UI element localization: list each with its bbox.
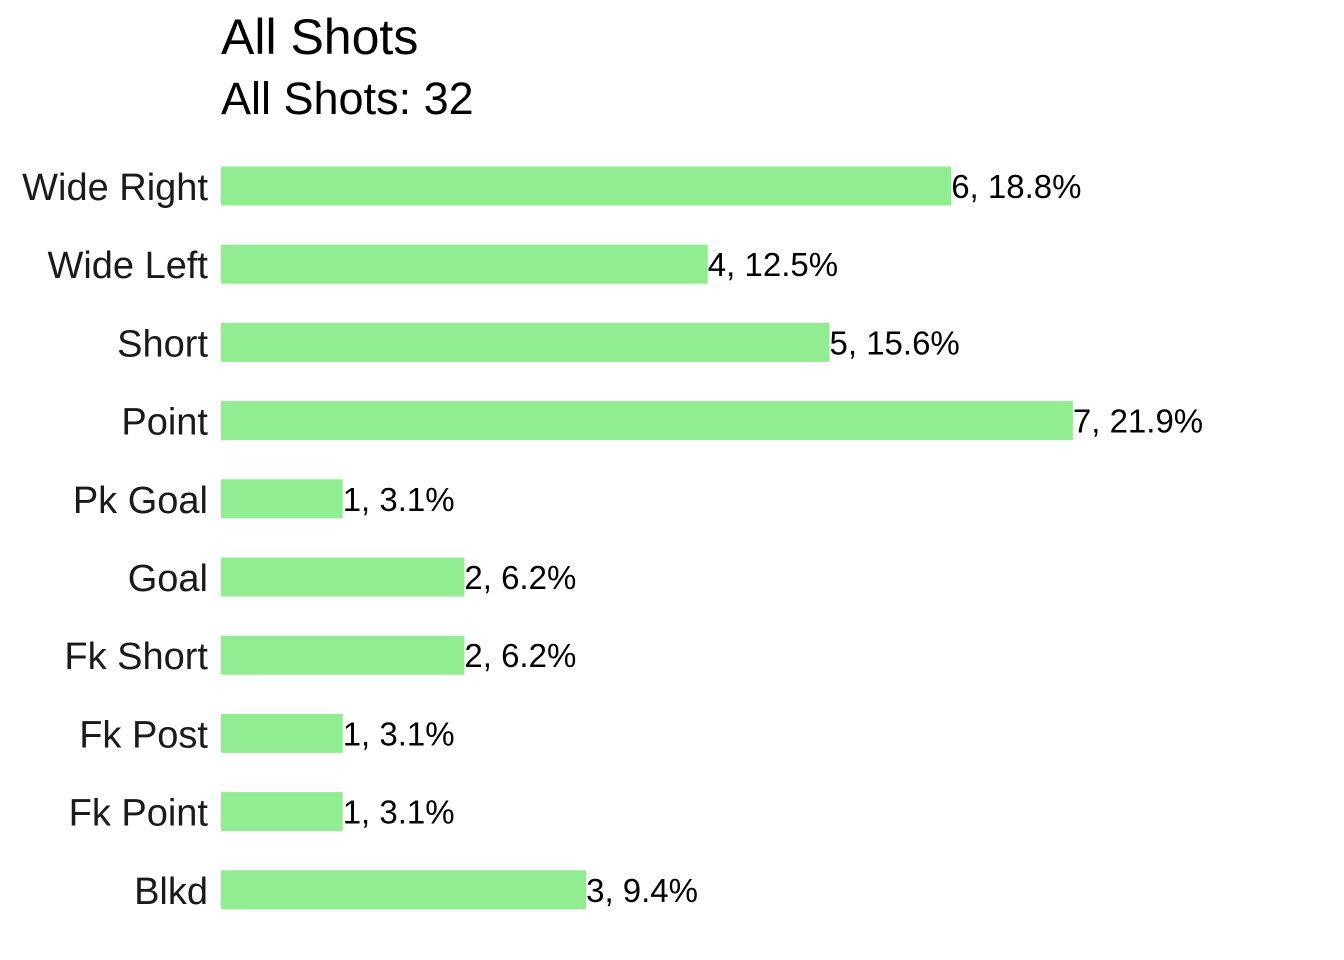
data-label: 7, 21.9%	[1073, 403, 1203, 440]
chart-subtitle: All Shots: 32	[221, 73, 474, 124]
category-labels: Wide Right Wide Left Short Point Pk Goal Goal…	[22, 167, 208, 913]
category-label: Wide Right	[22, 167, 208, 209]
category-label: Short	[117, 323, 208, 365]
bar-goal	[221, 557, 465, 597]
bar-short	[221, 322, 830, 362]
category-label: Point	[121, 402, 208, 444]
data-label: 4, 12.5%	[708, 246, 838, 283]
data-label: 5, 15.6%	[830, 324, 960, 361]
bar-wide-right	[221, 166, 952, 206]
bar-blkd	[221, 870, 587, 910]
bar-pk-goal	[221, 479, 343, 519]
chart-title: All Shots	[221, 9, 419, 65]
bars-layer	[221, 166, 1073, 910]
data-label: 1, 3.1%	[343, 715, 455, 752]
bar-fk-post	[221, 713, 343, 753]
data-label: 6, 18.8%	[951, 168, 1081, 205]
category-label: Fk Point	[69, 793, 209, 835]
category-label: Wide Left	[47, 245, 208, 287]
category-label: Fk Post	[79, 714, 208, 756]
value-labels: 6, 18.8% 4, 12.5% 5, 15.6% 7, 21.9% 1, 3.1% 2…	[343, 168, 1203, 909]
data-label: 3, 9.4%	[586, 872, 698, 909]
category-label: Fk Short	[64, 636, 208, 678]
category-label: Goal	[128, 558, 208, 600]
category-label: Pk Goal	[73, 480, 208, 522]
bar-wide-left	[221, 244, 708, 284]
data-label: 1, 3.1%	[343, 481, 455, 518]
bar-fk-point	[221, 792, 343, 832]
bar-point	[221, 401, 1073, 441]
bar-fk-short	[221, 635, 465, 675]
data-label: 2, 6.2%	[464, 559, 576, 596]
data-label: 2, 6.2%	[464, 637, 576, 674]
category-label: Blkd	[134, 871, 208, 913]
data-label: 1, 3.1%	[343, 794, 455, 831]
